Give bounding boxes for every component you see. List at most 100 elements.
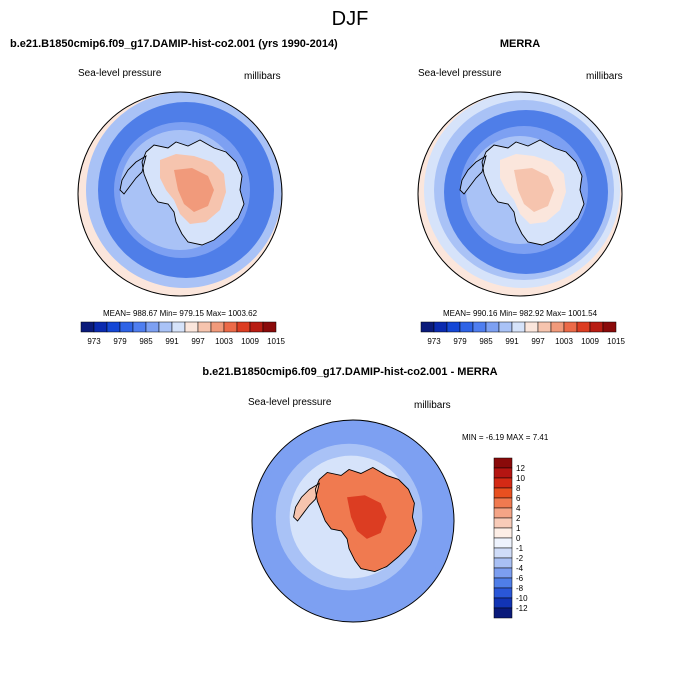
panel-obs-coastline-peninsula bbox=[459, 155, 487, 195]
panel-obs-interior-core bbox=[514, 168, 554, 212]
panel-model-colorbar-box bbox=[210, 321, 225, 333]
panel-diff-interior-core bbox=[347, 495, 387, 539]
panel-diff-colorbar-tick-label: 6 bbox=[516, 494, 521, 503]
panel-model-colorbar-box bbox=[145, 321, 160, 333]
panel-obs-map bbox=[417, 91, 623, 297]
panel-model-coastline-peninsula bbox=[119, 155, 147, 195]
panel-diff-outline bbox=[251, 419, 455, 623]
panel-model-coastline bbox=[141, 139, 245, 246]
panel-obs-colorbar-tick-label: 979 bbox=[453, 337, 467, 346]
panel-model-colorbar-box bbox=[132, 321, 147, 333]
panel-diff-colorbar-tick-label: 1 bbox=[516, 524, 521, 533]
panel-diff-colorbar-tick-label: 2 bbox=[516, 514, 521, 523]
panel-obs-outline bbox=[417, 91, 623, 297]
panel-diff-coastline bbox=[314, 467, 417, 572]
panel-diff-colorbar-tick-label: -10 bbox=[516, 594, 528, 603]
panel-obs-peninsula bbox=[460, 156, 486, 194]
panel-diff-colorbar-tick-label: 10 bbox=[516, 474, 525, 483]
panel-obs-colorbar-box bbox=[550, 321, 565, 333]
panel-obs-colorbar-tick-label: 991 bbox=[505, 337, 519, 346]
panel-obs-colorbar-tick-label: 985 bbox=[479, 337, 493, 346]
panel-diff-colorbar-tick-label: 0 bbox=[516, 534, 521, 543]
panel-model-colorbar-tick-label: 997 bbox=[191, 337, 205, 346]
panel-obs-colorbar-box bbox=[433, 321, 448, 333]
panel-model-interior-core bbox=[174, 168, 214, 212]
panel-diff-colorbar-tick-label: -1 bbox=[516, 544, 524, 553]
panel-obs-colorbar-box bbox=[459, 321, 474, 333]
panel-diff-title: b.e21.B1850cmip6.f09_g17.DAMIP-hist-co2.… bbox=[202, 366, 498, 378]
panel-diff-colorbar-tick-label: -12 bbox=[516, 604, 528, 613]
panel-diff-stats: MIN = -6.19 MAX = 7.41 bbox=[462, 433, 549, 442]
panel-obs-title: MERRA bbox=[499, 38, 541, 50]
panel-model-colorbar-box bbox=[197, 321, 212, 333]
panel-diff-colorbar-tick-label: -2 bbox=[516, 554, 524, 563]
panel-obs-colorbar-tick-label: 997 bbox=[531, 337, 545, 346]
panel-model-colorbar-tick-label: 1009 bbox=[241, 337, 259, 346]
panel-obs-colorbar-box bbox=[446, 321, 461, 333]
panel-diff-colorbar-box bbox=[493, 607, 513, 619]
panel-model-colorbar-box bbox=[80, 321, 95, 333]
panel-model-colorbar-tick-label: 979 bbox=[113, 337, 127, 346]
panel-obs-stats: MEAN= 990.16 Min= 982.92 Max= 1001.54 bbox=[442, 309, 598, 318]
panel-diff-field bbox=[251, 419, 455, 623]
panel-model-title: b.e21.B1850cmip6.f09_g17.DAMIP-hist-co2.… bbox=[10, 38, 338, 50]
panel-diff-colorbar-tick-label: 8 bbox=[516, 484, 521, 493]
panel-diff-colorbar-tick-label: -8 bbox=[516, 584, 524, 593]
panel-diff-colorbar-tick-label: -6 bbox=[516, 574, 524, 583]
panel-diff-units-label: millibars bbox=[414, 400, 451, 411]
panel-model-colorbar-box bbox=[119, 321, 134, 333]
panel-obs-colorbar-box bbox=[511, 321, 526, 333]
panel-obs-colorbar-box bbox=[589, 321, 604, 333]
panel-model-colorbar-box bbox=[249, 321, 264, 333]
panel-diff-colorbar-box bbox=[493, 457, 513, 469]
panel-diff-colorbar-box bbox=[493, 577, 513, 589]
panel-diff-colorbar-box bbox=[493, 487, 513, 499]
panel-obs-units-label: millibars bbox=[586, 71, 623, 82]
panel-obs-colorbar-box bbox=[602, 321, 617, 333]
panel-model-map bbox=[77, 91, 283, 297]
panel-diff-colorbar-box bbox=[493, 587, 513, 599]
panel-diff-colorbar-box bbox=[493, 527, 513, 539]
panel-model-variable-label: Sea-level pressure bbox=[78, 68, 162, 79]
panel-obs-colorbar-box bbox=[563, 321, 578, 333]
panel-obs-colorbar-box bbox=[524, 321, 539, 333]
panel-diff-colorbar-box bbox=[493, 547, 513, 559]
panel-obs-coastline bbox=[481, 139, 585, 246]
panel-model-colorbar-box bbox=[262, 321, 277, 333]
panel-diff-colorbar-box bbox=[493, 517, 513, 529]
panel-model-colorbar-tick-label: 1003 bbox=[215, 337, 233, 346]
page-title: DJF bbox=[331, 8, 369, 30]
panel-diff-variable-label: Sea-level pressure bbox=[248, 397, 332, 408]
panel-diff-colorbar-box bbox=[493, 477, 513, 489]
panel-model-colorbar-box bbox=[184, 321, 199, 333]
panel-obs-variable-label: Sea-level pressure bbox=[418, 68, 502, 79]
panel-obs-colorbar-box bbox=[472, 321, 487, 333]
panel-model-field bbox=[78, 92, 282, 296]
panel-model-colorbar-box bbox=[223, 321, 238, 333]
panel-model-stats: MEAN= 988.67 Min= 979.15 Max= 1003.62 bbox=[102, 309, 258, 318]
panel-diff-colorbar-tick-label: 4 bbox=[516, 504, 521, 513]
panel-model-colorbar-box bbox=[93, 321, 108, 333]
panel-model-peninsula bbox=[120, 156, 146, 194]
panel-model-colorbar-tick-label: 991 bbox=[165, 337, 179, 346]
panel-obs-colorbar-box bbox=[420, 321, 435, 333]
panel-model-colorbar-tick-label: 973 bbox=[87, 337, 101, 346]
panel-obs-colorbar-tick-label: 1003 bbox=[555, 337, 573, 346]
panel-model-colorbar-tick-label: 1015 bbox=[267, 337, 285, 346]
panel-obs-colorbar-box bbox=[485, 321, 500, 333]
panel-model-colorbar-tick-label: 985 bbox=[139, 337, 153, 346]
panel-diff-colorbar-box bbox=[493, 557, 513, 569]
panel-model-units-label: millibars bbox=[244, 71, 281, 82]
panel-obs-colorbar-box bbox=[537, 321, 552, 333]
panel-diff-colorbar-box bbox=[493, 497, 513, 509]
panel-obs-colorbar-tick-label: 1009 bbox=[581, 337, 599, 346]
panel-model-colorbar: 973 979 985 991 997 1003 1009 1015 bbox=[80, 321, 285, 346]
panel-diff-colorbar-tick-label: -4 bbox=[516, 564, 524, 573]
panel-diff-colorbar-box bbox=[493, 467, 513, 479]
panel-model-colorbar-box bbox=[171, 321, 186, 333]
panel-obs-colorbar: 973 979 985 991 997 1003 1009 1015 bbox=[420, 321, 625, 346]
panel-diff-colorbar-tick-label: 12 bbox=[516, 464, 525, 473]
panel-model-colorbar-box bbox=[236, 321, 251, 333]
panel-obs-colorbar-tick-label: 1015 bbox=[607, 337, 625, 346]
